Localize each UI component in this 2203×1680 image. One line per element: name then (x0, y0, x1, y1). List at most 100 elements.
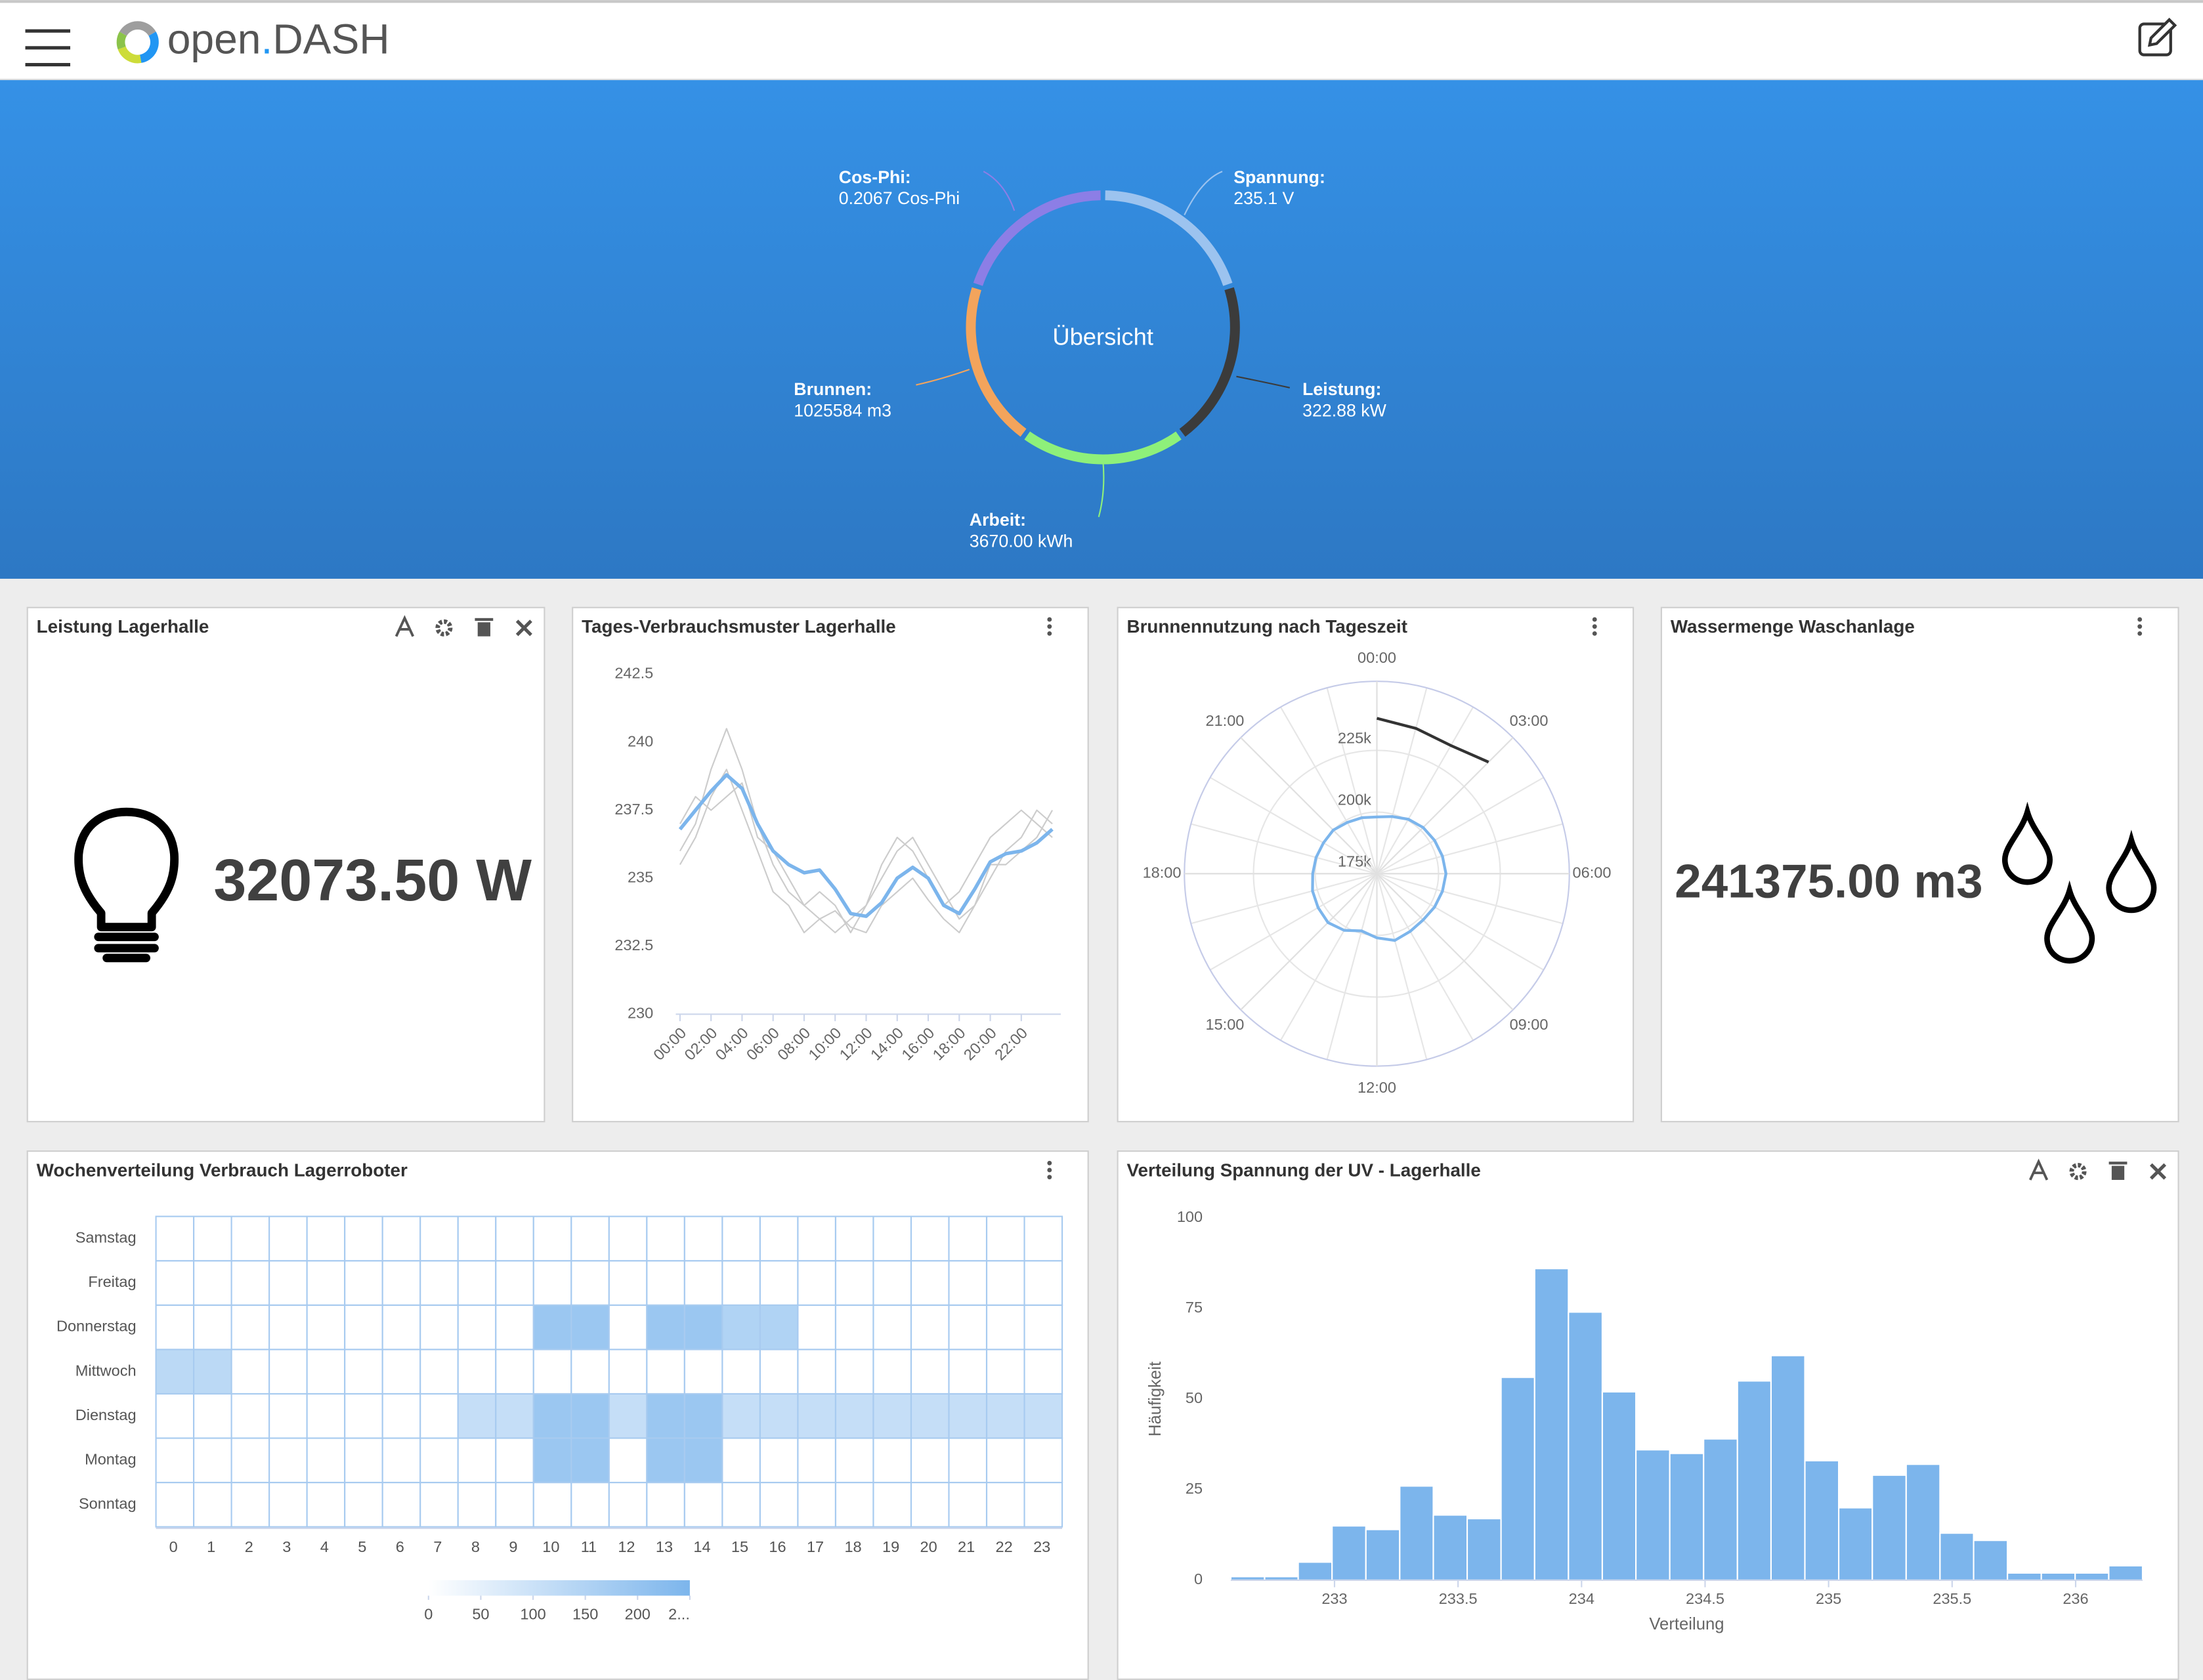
heatmap-cell (1023, 1481, 1063, 1528)
menu-bar (25, 29, 71, 33)
widget-panel (1117, 606, 1635, 1123)
heatmap-cell (608, 1349, 648, 1395)
heatmap-cell (683, 1260, 723, 1306)
histogram-bar (1973, 1540, 2009, 1582)
menu-dot (2137, 631, 2143, 636)
heatmap-cell (910, 1393, 950, 1439)
heatmap-cell (872, 1481, 912, 1528)
x-category-label: 10 (542, 1538, 559, 1555)
heatmap-cell (344, 1481, 383, 1528)
menu-button[interactable] (25, 29, 71, 67)
widget-menu-button[interactable] (2137, 617, 2143, 636)
delete-button[interactable] (475, 618, 494, 637)
widget-panel (1117, 1150, 2179, 1680)
legend-tick-label: 200 (625, 1606, 651, 1623)
heatmap-cell (646, 1260, 685, 1306)
heatmap-cell (948, 1393, 988, 1439)
overview-segment (973, 190, 1101, 286)
theta-tick (1240, 737, 1378, 875)
heatmap-cell (797, 1393, 837, 1439)
heatmap-cell (268, 1481, 308, 1528)
y-tick-label: 235 (628, 868, 653, 885)
histogram-bar (1399, 1485, 1434, 1582)
settings-icon (2069, 1163, 2087, 1181)
heatmap-cell (1023, 1349, 1063, 1395)
histogram-bar (1568, 1311, 1603, 1582)
heatmap-cell (532, 1304, 572, 1351)
overview-segment (1105, 190, 1233, 286)
heatmap-cell (381, 1304, 421, 1351)
overview-value: 0.2067 Cos-Phi (839, 188, 960, 208)
heatmap-cell (306, 1349, 346, 1395)
heatmap-cell (721, 1437, 761, 1484)
histogram-bar (1770, 1354, 1806, 1582)
settings-button[interactable] (435, 619, 453, 637)
close-button[interactable] (515, 620, 532, 637)
heatmap-cell (268, 1304, 308, 1351)
heatmap-cell (495, 1349, 534, 1395)
polar-spoke (1377, 873, 1564, 925)
x-category-label: 12 (618, 1538, 635, 1555)
widget-menu-button[interactable] (1047, 1160, 1052, 1180)
menu-dot (1047, 1175, 1052, 1180)
edit-button[interactable] (2138, 18, 2177, 56)
heatmap-cell (381, 1349, 421, 1395)
edit-icon-pen (2147, 18, 2177, 47)
brand-suffix: DASH (272, 15, 389, 62)
close-icon (2149, 1163, 2167, 1180)
widget-title: Verteilung Spannung der UV - Lagerhalle (1127, 1160, 1481, 1180)
menu-dot (1047, 631, 1052, 636)
heatmap-cell (608, 1304, 648, 1351)
legend-tick-label: 2... (668, 1606, 690, 1623)
histogram-bar (1500, 1376, 1535, 1582)
menu-dot (1047, 624, 1052, 629)
heatmap-cell (985, 1481, 1025, 1528)
overview-label: Arbeit: (970, 510, 1026, 530)
heatmap-cell (910, 1260, 950, 1306)
x-axis-title: Verteilung (1649, 1615, 1724, 1633)
widget-menu-button[interactable] (1047, 617, 1052, 636)
delete-button[interactable] (2108, 1162, 2128, 1180)
polar-spoke (1376, 873, 1544, 971)
heatmap-cell (759, 1481, 799, 1528)
histogram-bar (2040, 1572, 2076, 1582)
x-category-label: 9 (509, 1538, 517, 1555)
font-button[interactable] (395, 615, 414, 637)
heatmap-cell (872, 1304, 912, 1351)
overview-label: Spannung: (1233, 167, 1325, 187)
heatmap-cell (532, 1349, 572, 1395)
close-button[interactable] (2149, 1163, 2167, 1180)
overview-label: Leistung: (1302, 379, 1381, 399)
menu-dot (2137, 617, 2143, 622)
heatmap-cell (646, 1349, 685, 1395)
heatmap-cell (193, 1260, 232, 1306)
settings-button[interactable] (2069, 1163, 2087, 1181)
heatmap-cell (683, 1393, 723, 1439)
overview-segment (966, 287, 1027, 437)
heatmap-cell (910, 1437, 950, 1484)
heatmap-cell (344, 1437, 383, 1484)
heatmap-cell (797, 1349, 837, 1395)
x-category-label: 3 (282, 1538, 291, 1555)
heatmap-cell (948, 1215, 988, 1262)
y-category-label: Samstag (75, 1229, 137, 1246)
y-category-label: Mittwoch (75, 1362, 137, 1379)
histogram-bar (1804, 1460, 1840, 1582)
logo-ring (118, 46, 142, 64)
heatmap-cell (910, 1304, 950, 1351)
widget-toolbar (2028, 1158, 2167, 1181)
heatmap-cell (721, 1260, 761, 1306)
heatmap-cell (230, 1349, 270, 1395)
heatmap-cell (570, 1215, 610, 1262)
polar-spoke (1376, 706, 1474, 874)
histogram-bar (1703, 1438, 1738, 1582)
widget-menu-button[interactable] (1592, 617, 1597, 636)
menu-dot (1047, 1167, 1052, 1173)
brand-dot: . (261, 15, 272, 62)
font-button[interactable] (2028, 1158, 2049, 1181)
overview-leader (1098, 459, 1105, 518)
legend-tick-label: 50 (472, 1606, 489, 1623)
drop (2044, 880, 2095, 964)
heatmap-cell (344, 1349, 383, 1395)
